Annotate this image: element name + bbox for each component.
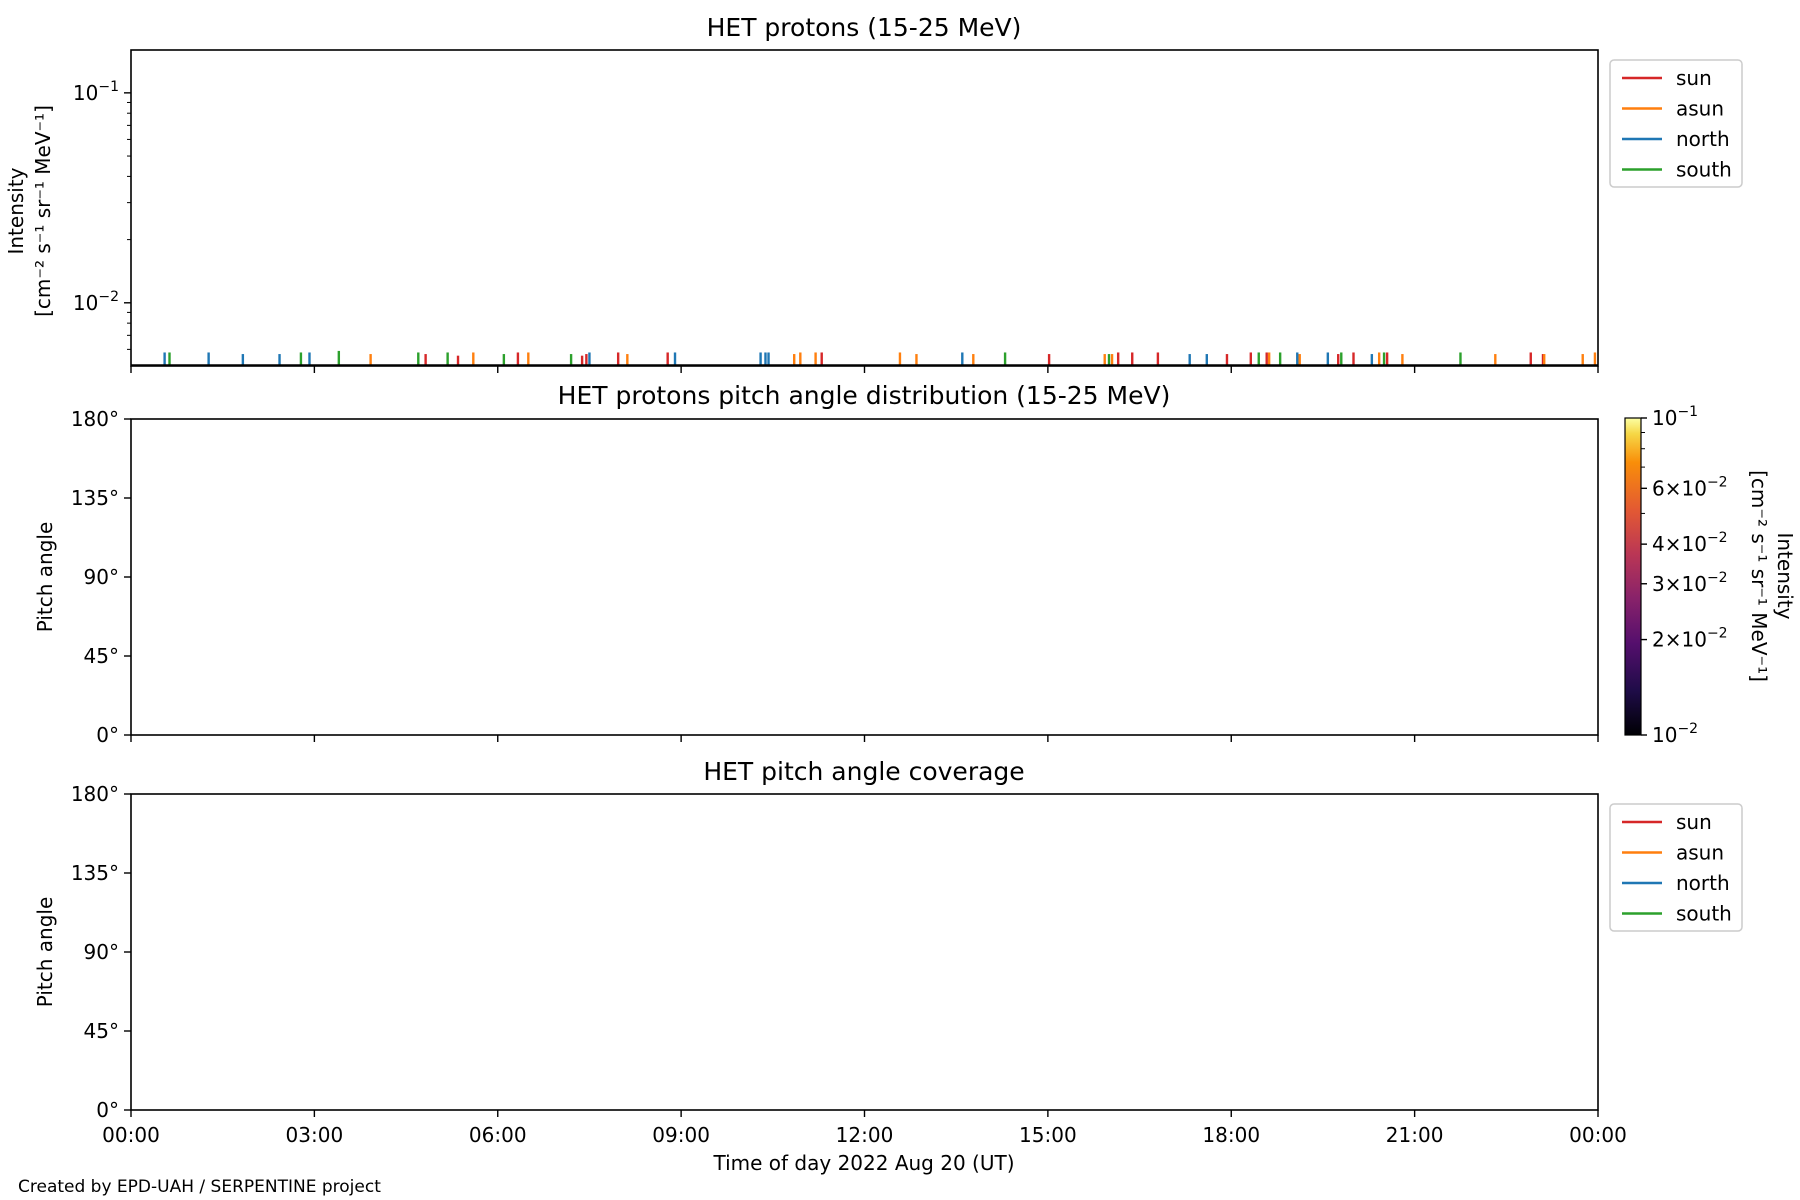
x-tick-label: 00:00 xyxy=(102,1123,160,1147)
x-tick-label: 15:00 xyxy=(1019,1123,1077,1147)
panel2-frame xyxy=(130,418,1599,736)
panel3-y-ticks: 180° 135° 90° 45° 0° xyxy=(71,782,131,1122)
y-tick-label: 45° xyxy=(84,1019,119,1043)
panel1-ylabel-line2: [cm⁻² s⁻¹ sr⁻¹ MeV⁻¹] xyxy=(31,105,55,317)
colorbar-tick-label: 4×10−2 xyxy=(1652,530,1728,556)
colorbar: 10−1 6×10−2 4×10−2 3×10−2 2×10−2 10−2 Intensi… xyxy=(1624,404,1797,747)
colorbar-gradient xyxy=(1624,417,1642,736)
y-tick-label: 0° xyxy=(96,1098,119,1122)
y-tick-label: 0° xyxy=(96,723,119,747)
x-tick-label: 21:00 xyxy=(1386,1123,1444,1147)
pitch-angle-coverage-panel: HET pitch angle coverage 180° 135° 90° 45° 0… xyxy=(33,757,1743,1175)
y-tick-label: 135° xyxy=(71,486,119,510)
panel1-y-ticks: 10−1 10−2 xyxy=(73,79,131,350)
panel2-title: HET protons pitch angle distribution (15… xyxy=(558,381,1171,410)
x-tick-label: 12:00 xyxy=(836,1123,894,1147)
y-tick-label: 135° xyxy=(71,861,119,885)
colorbar-tick-label: 3×10−2 xyxy=(1652,570,1728,596)
intensity-spikes xyxy=(131,350,1598,366)
panel3-x-ticks: 00:00 03:00 06:00 09:00 12:00 15:00 18:00 21:00… xyxy=(102,1110,1627,1147)
y-tick-label: 10−2 xyxy=(73,289,119,315)
x-tick-label: 00:00 xyxy=(1569,1123,1627,1147)
y-tick-label: 180° xyxy=(71,782,119,806)
intensity-panel: HET protons (15-25 MeV) 10−1 10−2 Intensi… xyxy=(4,13,1743,373)
legend-label-north: north xyxy=(1676,871,1730,895)
panel1-frame xyxy=(130,49,1599,367)
y-tick-label: 90° xyxy=(84,565,119,589)
panel1-x-ticks xyxy=(130,366,1599,373)
panel3-legend-box xyxy=(1609,803,1743,932)
x-tick-label: 03:00 xyxy=(286,1123,344,1147)
legend-label-south: south xyxy=(1676,158,1732,182)
legend-label-sun: sun xyxy=(1676,810,1712,834)
panel1-legend-box xyxy=(1609,59,1743,188)
y-tick-label: 90° xyxy=(84,940,119,964)
footer-credit: Created by EPD-UAH / SERPENTINE project xyxy=(18,1177,381,1197)
legend-label-asun: asun xyxy=(1676,841,1724,865)
x-axis-label: Time of day 2022 Aug 20 (UT) xyxy=(712,1151,1014,1175)
panel3-frame xyxy=(130,793,1599,1111)
y-tick-label: 180° xyxy=(71,407,119,431)
y-tick-label: 45° xyxy=(84,644,119,668)
panel3-ylabel: Pitch angle xyxy=(33,897,57,1008)
x-tick-label: 18:00 xyxy=(1202,1123,1260,1147)
panel3-legend: sun asun north south xyxy=(1609,803,1743,932)
colorbar-tick-label: 10−2 xyxy=(1652,721,1698,747)
legend-label-south: south xyxy=(1676,902,1732,926)
x-tick-label: 06:00 xyxy=(469,1123,527,1147)
panel1-ylabel-line1: Intensity xyxy=(4,167,28,254)
pitch-angle-distribution-panel: HET protons pitch angle distribution (15… xyxy=(33,381,1797,747)
legend-label-sun: sun xyxy=(1676,66,1712,90)
panel2-x-ticks xyxy=(130,735,1599,742)
colorbar-label-line1: Intensity xyxy=(1773,532,1797,619)
colorbar-label-line2: [cm⁻² s⁻¹ sr⁻¹ MeV⁻¹] xyxy=(1747,470,1771,682)
colorbar-tick-label: 10−1 xyxy=(1652,404,1698,430)
panel1-title: HET protons (15-25 MeV) xyxy=(707,13,1022,42)
panel3-title: HET pitch angle coverage xyxy=(703,757,1024,786)
panel1-legend: sun asun north south xyxy=(1609,59,1743,188)
colorbar-tick-label: 6×10−2 xyxy=(1652,474,1728,500)
x-tick-label: 09:00 xyxy=(652,1123,710,1147)
colorbar-tick-label: 2×10−2 xyxy=(1652,626,1728,652)
colorbar-ticks: 10−1 6×10−2 4×10−2 3×10−2 2×10−2 10−2 xyxy=(1641,404,1728,747)
y-tick-label: 10−1 xyxy=(73,79,119,105)
panel2-ylabel: Pitch angle xyxy=(33,522,57,633)
legend-label-asun: asun xyxy=(1676,97,1724,121)
legend-label-north: north xyxy=(1676,127,1730,151)
panel2-y-ticks: 180° 135° 90° 45° 0° xyxy=(71,407,131,747)
